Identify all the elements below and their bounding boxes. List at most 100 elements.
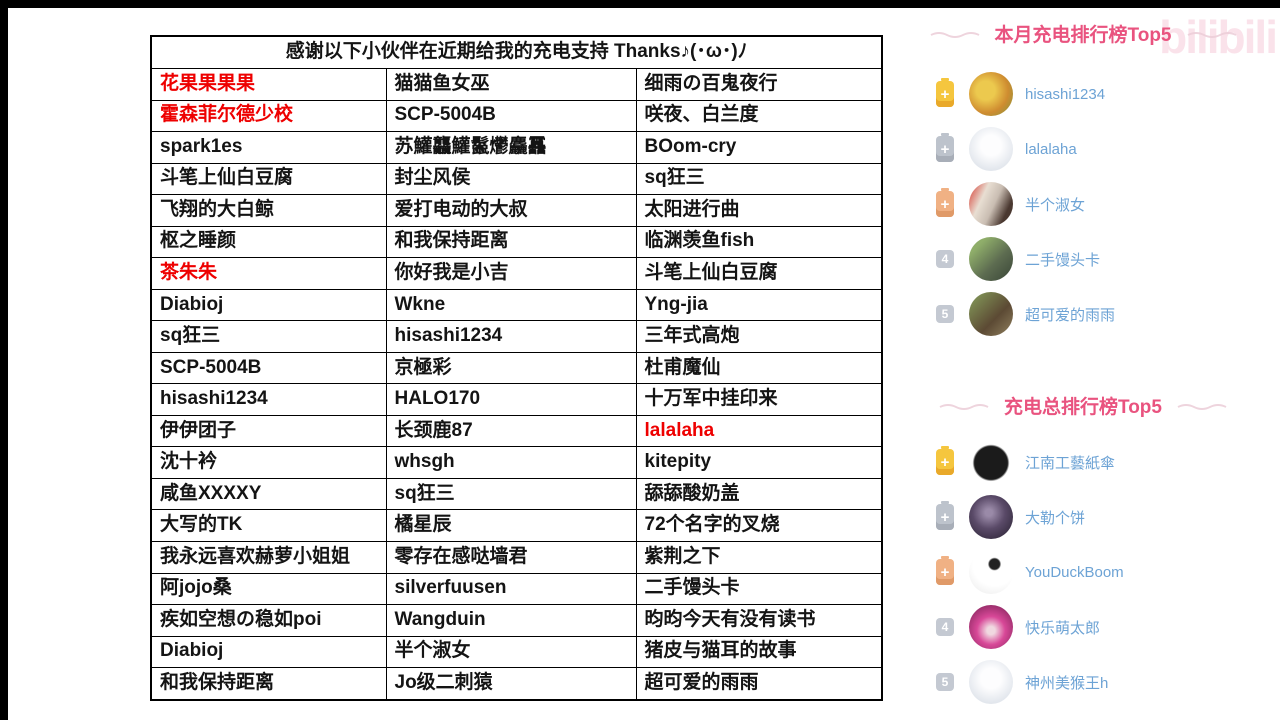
rank-username[interactable]: YouDuckBoom <box>1025 563 1124 581</box>
supporter-name-cell: 超可爱的雨雨 <box>635 667 883 701</box>
supporter-name-cell: 十万军中挂印来 <box>635 383 883 416</box>
avatar[interactable] <box>969 440 1013 484</box>
avatar[interactable] <box>969 605 1013 649</box>
supporter-row: hisashi1234 HALO170 十万军中挂印来 <box>150 383 883 416</box>
rank-row: 5 神州美猴王h <box>933 660 1280 704</box>
total-ranking-list: 江南工藝紙傘大勒个饼 YouDuckBoom 4 快乐萌太郎 5 神州美猴王h <box>933 440 1280 715</box>
supporter-name-cell: Jo级二刺猿 <box>385 667 637 701</box>
supporter-name-cell: 我永远喜欢赫萝小姐姐 <box>150 540 387 574</box>
supporter-name-cell: 半个淑女 <box>385 635 637 669</box>
battery-silver-icon <box>936 133 954 162</box>
avatar[interactable] <box>969 182 1013 226</box>
avatar[interactable] <box>969 292 1013 336</box>
supporter-name-cell: 猪皮与猫耳的故事 <box>635 635 883 669</box>
rank-username[interactable]: 二手馒头卡 <box>1025 251 1101 269</box>
supporter-name-cell: sq狂三 <box>635 162 883 196</box>
squiggle-left-icon <box>930 31 979 38</box>
supporter-row: 咸鱼XXXXY sq狂三 舔舔酸奶盖 <box>150 477 883 511</box>
supporter-name-cell: 你好我是小吉 <box>385 257 637 290</box>
rank-username[interactable]: 超可爱的雨雨 <box>1025 306 1116 324</box>
squiggle-left-icon <box>939 403 989 410</box>
rank-badge-slot: 5 <box>933 305 957 323</box>
supporters-table-title: 感谢以下小伙伴在近期给我的充电支持 Thanks♪(･ω･)ﾉ <box>150 35 883 69</box>
rank-battery-slot <box>933 501 957 530</box>
rank-username[interactable]: 神州美猴王h <box>1025 674 1109 692</box>
supporter-name-cell: 咸鱼XXXXY <box>150 477 387 511</box>
rank-username[interactable]: 大勒个饼 <box>1025 509 1086 527</box>
supporter-name-cell: 三年式高炮 <box>635 320 883 353</box>
supporter-name-cell: BOom-cry <box>635 131 883 164</box>
supporter-row: 大写的TK 橘星辰 72个名字的叉烧 <box>150 509 883 542</box>
supporter-name-cell: Wangduin <box>385 604 637 637</box>
supporter-row: spark1es 苏鱹龘鱹鬣爩麤靐 BOom-cry <box>150 131 883 164</box>
supporter-name-cell: 苏鱹龘鱹鬣爩麤靐 <box>385 131 637 164</box>
supporter-name-cell: 细雨の百鬼夜行 <box>635 68 883 101</box>
supporter-name-cell: 京極彩 <box>385 351 637 385</box>
rank-username[interactable]: lalalaha <box>1025 140 1077 158</box>
monthly-ranking-header: 本月充电排行榜Top5 <box>930 20 1236 47</box>
rank-row: 江南工藝紙傘 <box>933 440 1280 484</box>
supporter-row: 花果果果果 猫猫鱼女巫 细雨の百鬼夜行 <box>150 68 883 101</box>
supporter-name-cell: 昀昀今天有没有读书 <box>635 604 883 637</box>
supporter-name-cell: 二手馒头卡 <box>635 572 883 606</box>
supporter-row: 沈十衿 whsgh kitepity <box>150 446 883 479</box>
supporter-row: sq狂三 hisashi1234 三年式高炮 <box>150 320 883 353</box>
supporter-name-cell: 橘星辰 <box>385 509 637 542</box>
supporter-name-cell: whsgh <box>385 446 637 479</box>
ranking-sidebar: 本月充电排行榜Top5 hisashi1234 lalalaha 半个淑女 4 二手馒头… <box>930 0 1280 720</box>
supporter-name-cell: SCP-5004B <box>385 99 637 133</box>
avatar[interactable] <box>969 237 1013 281</box>
supporter-name-cell: silverfuusen <box>385 572 637 606</box>
supporter-name-cell: 斗笔上仙白豆腐 <box>635 257 883 290</box>
supporter-name-cell: Wkne <box>385 288 637 322</box>
rank-number-badge: 4 <box>936 250 954 268</box>
monthly-ranking-list: hisashi1234 lalalaha 半个淑女 4 二手馒头卡 5 超可爱的雨雨 <box>933 72 1280 347</box>
rank-username[interactable]: 半个淑女 <box>1025 196 1086 214</box>
rank-battery-slot <box>933 78 957 107</box>
supporter-row: 阿jojo桑 silverfuusen 二手馒头卡 <box>150 572 883 606</box>
supporter-name-cell: 阿jojo桑 <box>150 572 387 606</box>
supporter-name-cell: sq狂三 <box>385 477 637 511</box>
rank-username[interactable]: 江南工藝紙傘 <box>1025 454 1116 472</box>
rank-row: 4 快乐萌太郎 <box>933 605 1280 649</box>
supporter-row: 疾如空想の稳如poi Wangduin 昀昀今天有没有读书 <box>150 604 883 637</box>
supporter-name-cell: hisashi1234 <box>150 383 387 416</box>
supporter-name-cell: 花果果果果 <box>150 68 387 101</box>
supporter-row: 霍森菲尔德少校 SCP-5004B 咲夜、白兰度 <box>150 99 883 133</box>
supporter-name-cell: Diabioj <box>150 288 387 322</box>
supporter-name-cell: 茶朱朱 <box>150 257 387 290</box>
supporter-name-cell: hisashi1234 <box>385 320 637 353</box>
rank-battery-slot <box>933 188 957 217</box>
total-ranking-title: 充电总排行榜Top5 <box>1004 397 1162 418</box>
supporter-name-cell: SCP-5004B <box>150 351 387 385</box>
avatar[interactable] <box>969 660 1013 704</box>
supporter-name-cell: 咲夜、白兰度 <box>635 99 883 133</box>
supporter-name-cell: 飞翔的大白鲸 <box>150 194 387 227</box>
rank-row: lalalaha <box>933 127 1280 171</box>
supporter-name-cell: 封尘风侯 <box>385 162 637 196</box>
avatar[interactable] <box>969 127 1013 171</box>
supporter-row: 茶朱朱 你好我是小吉 斗笔上仙白豆腐 <box>150 257 883 290</box>
supporter-row: 枢之睡颜 和我保持距离 临渊羡鱼fish <box>150 225 883 259</box>
supporter-name-cell: 长颈鹿87 <box>385 414 637 448</box>
supporter-name-cell: sq狂三 <box>150 320 387 353</box>
supporters-table: 感谢以下小伙伴在近期给我的充电支持 Thanks♪(･ω･)ﾉ 花果果果果 猫猫鱼… <box>150 35 884 701</box>
battery-bronze-icon <box>936 188 954 217</box>
rank-username[interactable]: hisashi1234 <box>1025 85 1106 103</box>
rank-badge-slot: 4 <box>933 618 957 636</box>
avatar[interactable] <box>969 550 1013 594</box>
rank-username[interactable]: 快乐萌太郎 <box>1025 619 1101 637</box>
rank-number-badge: 5 <box>936 673 954 691</box>
total-ranking-header: 充电总排行榜Top5 <box>933 392 1233 419</box>
supporter-row: Diabioj 半个淑女 猪皮与猫耳的故事 <box>150 635 883 669</box>
supporter-name-cell: kitepity <box>635 446 883 479</box>
avatar[interactable] <box>969 495 1013 539</box>
avatar[interactable] <box>969 72 1013 116</box>
rank-battery-slot <box>933 446 957 475</box>
supporter-name-cell: 舔舔酸奶盖 <box>635 477 883 511</box>
supporter-name-cell: spark1es <box>150 131 387 164</box>
supporter-name-cell: 太阳进行曲 <box>635 194 883 227</box>
supporter-name-cell: 霍森菲尔德少校 <box>150 99 387 133</box>
supporter-name-cell: HALO170 <box>385 383 637 416</box>
supporter-name-cell: lalalaha <box>635 414 883 448</box>
